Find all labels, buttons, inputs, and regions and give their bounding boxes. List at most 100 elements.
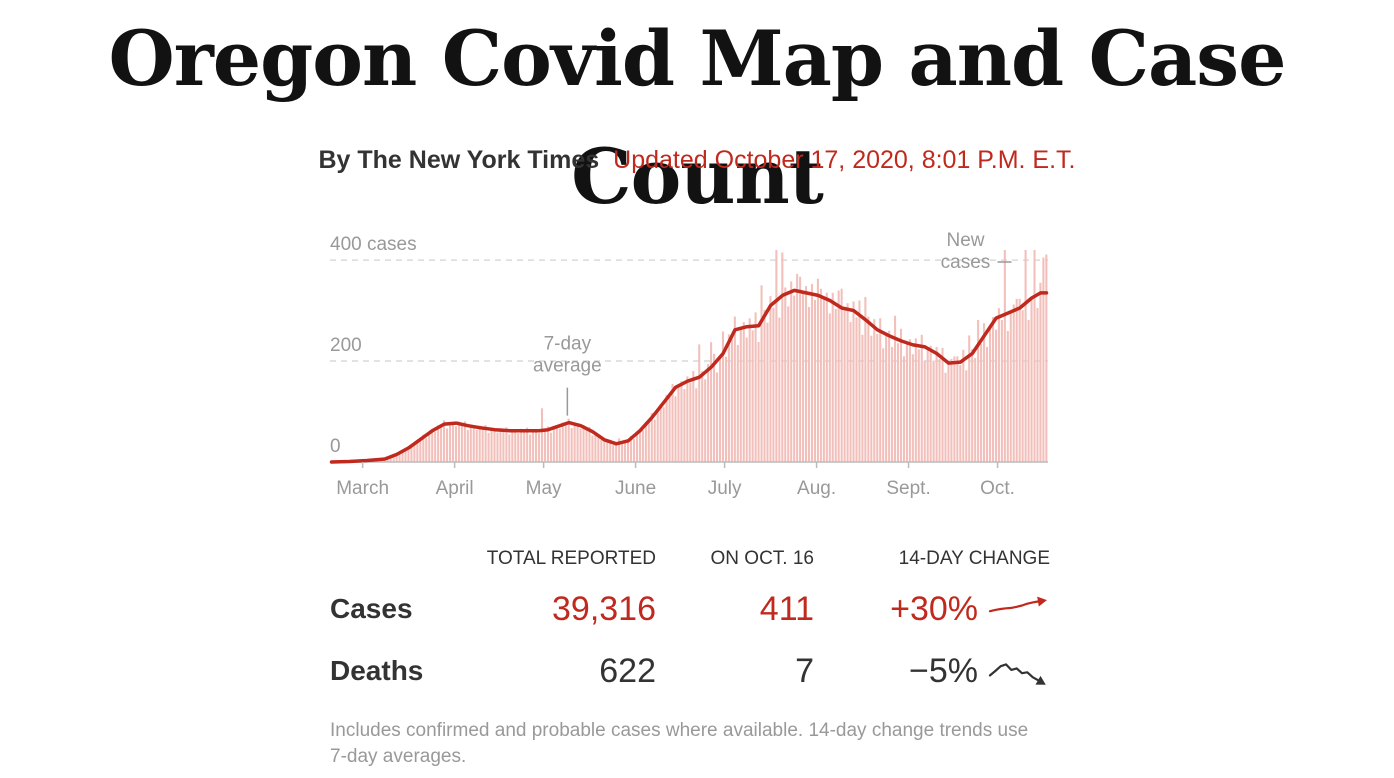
header-total-reported: TOTAL REPORTED (486, 548, 656, 569)
new-cases-bar (558, 428, 561, 462)
new-cases-bar (460, 425, 463, 462)
x-tick-label: June (615, 478, 656, 499)
new-cases-bar (977, 319, 980, 462)
new-cases-bar (810, 284, 814, 462)
new-cases-bar (733, 316, 736, 462)
new-cases-bar (968, 335, 971, 462)
cases-total-value: 39,316 (552, 589, 656, 628)
new-cases-bar (983, 323, 986, 462)
new-cases-bar (502, 431, 505, 462)
y-tick-label: 200 (330, 335, 362, 356)
new-cases-bar (549, 432, 552, 462)
updated-timestamp: Updated October 17, 2020, 8:01 P.M. E.T. (613, 146, 1076, 174)
new-cases-bar (419, 439, 422, 462)
new-cases-bar (834, 308, 837, 462)
deaths-change-value: −5% (909, 651, 978, 690)
new-cases-bar (389, 456, 392, 462)
new-cases-bar (790, 281, 793, 462)
new-cases-bar (941, 347, 944, 462)
new-cases-bar (1027, 319, 1030, 462)
cases-day-value: 411 (759, 589, 814, 628)
new-cases-bar (974, 358, 977, 462)
new-cases-bar (609, 439, 612, 462)
new-cases-bar (594, 433, 597, 462)
new-cases-bar (704, 379, 707, 462)
annotation-new-cases-label: cases (941, 252, 991, 273)
new-cases-bar (478, 425, 481, 462)
new-cases-bar (962, 349, 965, 462)
new-cases-bar (443, 420, 446, 462)
new-cases-bar (656, 410, 659, 462)
new-cases-bar (635, 433, 638, 462)
new-cases-bar (1039, 282, 1042, 462)
new-cases-bar (454, 426, 457, 462)
new-cases-bar (784, 287, 787, 462)
deaths-day-value: 7 (795, 651, 814, 690)
new-cases-bar (576, 423, 579, 462)
new-cases-bar (1012, 304, 1015, 462)
new-cases-bar (891, 347, 894, 462)
new-cases-bar (422, 434, 425, 462)
new-cases-bar (991, 316, 994, 462)
new-cases-bar (739, 328, 742, 462)
new-cases-bar (463, 421, 466, 462)
new-cases-bar (745, 337, 748, 462)
new-cases-bar (1024, 250, 1027, 462)
new-cases-bar (612, 445, 615, 462)
new-cases-bar (686, 376, 689, 462)
new-cases-bar (677, 385, 680, 462)
x-tick-label: March (336, 478, 389, 499)
new-cases-bar (520, 428, 523, 462)
new-cases-bar (665, 394, 668, 462)
cases-change-value: +30% (890, 589, 978, 628)
new-cases-bar (579, 428, 582, 462)
new-cases-bar (763, 309, 766, 462)
new-cases-bar (644, 421, 647, 462)
new-cases-bar (537, 433, 541, 462)
new-cases-bar (950, 358, 953, 462)
stats-table: TOTAL REPORTED ON OCT. 16 14-DAY CHANGE … (330, 540, 1050, 702)
new-cases-bar (410, 445, 413, 462)
new-cases-bar (629, 435, 633, 462)
new-cases-bar (618, 438, 621, 462)
new-cases-bar (828, 313, 831, 462)
byline-author: By The New York Times (318, 146, 600, 174)
new-cases-bar (413, 445, 416, 462)
new-cases-bar (911, 354, 914, 462)
new-cases-bar (825, 292, 828, 462)
new-cases-bar (917, 349, 920, 462)
new-cases-bar (923, 360, 926, 462)
new-cases-bar (546, 426, 549, 462)
new-cases-bar (701, 371, 704, 462)
new-cases-bar (407, 447, 410, 462)
new-cases-bar (707, 364, 710, 462)
new-cases-bar (778, 317, 781, 462)
new-cases-bar (858, 300, 861, 462)
new-cases-bar (944, 372, 947, 462)
new-cases-bar (882, 348, 885, 462)
new-cases-bar (757, 342, 760, 462)
new-cases-bar (526, 427, 529, 462)
new-cases-bar (902, 356, 905, 462)
new-cases-bar (552, 427, 555, 462)
new-cases-bar (724, 356, 727, 462)
new-cases-bar (864, 296, 867, 462)
new-cases-bar (822, 297, 825, 462)
new-cases-bar (876, 333, 879, 462)
new-cases-bar (555, 425, 558, 462)
new-cases-bar (448, 423, 452, 462)
new-cases-bar (499, 428, 502, 462)
annotation-average-label: average (533, 356, 602, 377)
deaths-trend-sparkline (988, 663, 1046, 685)
new-cases-bar (713, 353, 716, 462)
new-cases-bar (775, 250, 778, 462)
new-cases-bar (668, 396, 671, 462)
new-cases-bar (591, 435, 594, 462)
new-cases-bar (971, 349, 974, 462)
new-cases-bar (953, 356, 956, 462)
new-cases-bar (582, 425, 585, 462)
new-cases-bar (816, 278, 819, 462)
new-cases-bar (567, 418, 570, 462)
new-cases-bar (543, 430, 546, 462)
new-cases-bar (511, 430, 514, 462)
